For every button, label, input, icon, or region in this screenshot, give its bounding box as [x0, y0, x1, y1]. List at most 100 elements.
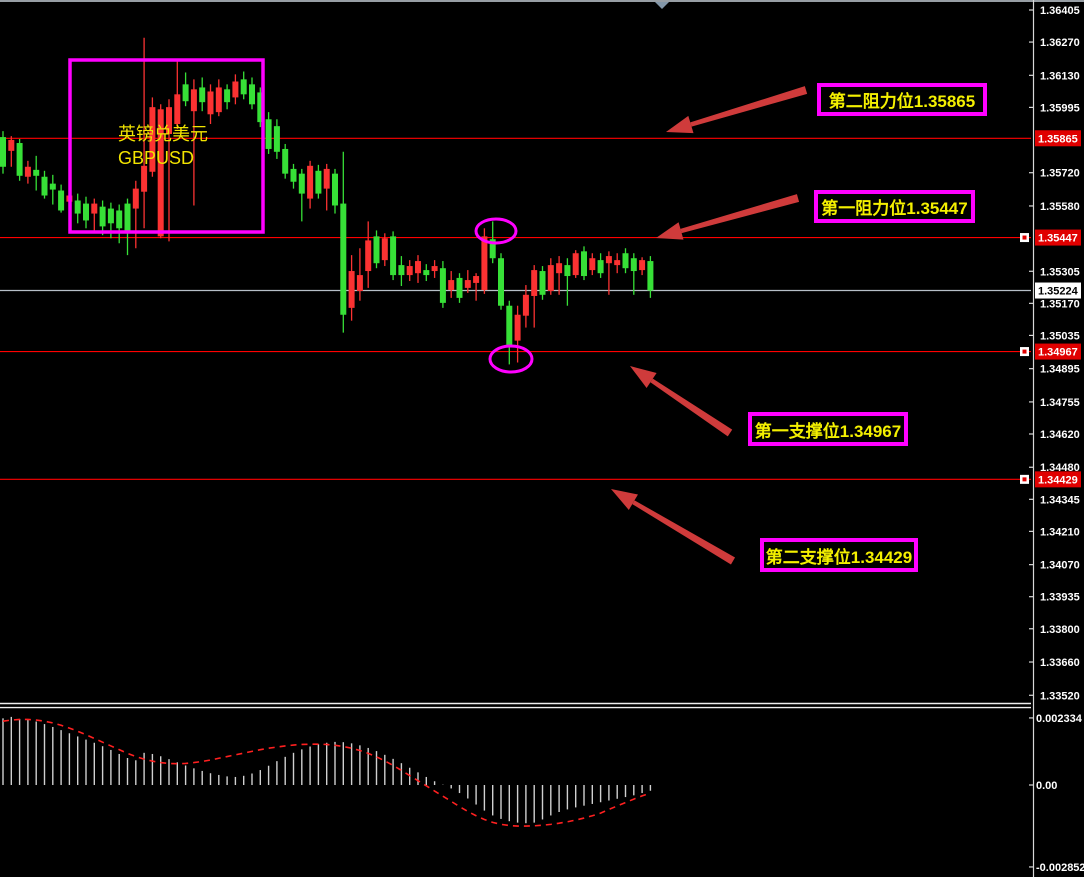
candle-body — [647, 261, 654, 291]
candle-body — [340, 203, 347, 315]
symbol-name-cn: 英镑兑美元 — [118, 124, 208, 144]
annotation-box-resistance2[interactable]: 第二阻力位1.35865 — [817, 83, 987, 116]
candle-body — [639, 260, 646, 271]
candle-body — [265, 119, 272, 149]
candle-body — [8, 139, 15, 151]
highlight-rectangle[interactable] — [68, 58, 265, 234]
axis-tick-label: 1.34620 — [1040, 429, 1080, 441]
arrow-shaft[interactable] — [690, 86, 808, 127]
candle-body — [406, 266, 413, 276]
scroll-to-end-marker[interactable] — [655, 2, 669, 9]
price-tag-label: 1.35224 — [1038, 286, 1079, 298]
candle-body — [522, 294, 529, 316]
indicator-tick-label: -0.002852 — [1036, 862, 1084, 874]
price-level-lines[interactable] — [0, 137, 1031, 480]
macd-histogram — [2, 716, 652, 827]
candle-body — [390, 236, 397, 276]
candle-body — [257, 92, 264, 123]
axis-tick-label: 1.36270 — [1040, 37, 1080, 49]
pane-separator[interactable] — [0, 702, 1031, 709]
candle-body — [473, 276, 480, 283]
axis-tick-label: 1.35995 — [1040, 102, 1080, 114]
price-tag-label: 1.35865 — [1038, 133, 1078, 145]
candle-body — [157, 109, 164, 237]
candle-body — [622, 253, 629, 269]
price-tag-label: 1.34967 — [1038, 347, 1078, 359]
arrow-head[interactable] — [611, 489, 638, 510]
candle-body — [498, 258, 504, 306]
axis-tick-label: 1.33520 — [1040, 690, 1080, 702]
candle-body — [531, 270, 538, 296]
highlight-ellipse-1[interactable] — [474, 217, 518, 245]
arrow-shaft[interactable] — [650, 378, 733, 437]
candle-body — [141, 165, 148, 192]
candle-body — [589, 258, 596, 271]
candle-body — [99, 206, 106, 227]
line-anchor-marker-dot — [1022, 477, 1027, 482]
annotation-box-support2[interactable]: 第二支撑位1.34429 — [760, 538, 918, 572]
price-tag-1.34429 — [1035, 471, 1081, 488]
annotation-box-resistance1[interactable]: 第一阻力位1.35447 — [814, 190, 975, 223]
indicator-tick-label: 0.002334 — [1036, 713, 1083, 725]
candle-body — [315, 170, 322, 194]
candle-body — [581, 251, 587, 277]
indicator-tick-label: 0.00 — [1036, 780, 1057, 792]
arrow-head[interactable] — [656, 222, 684, 240]
candle-body — [33, 169, 40, 176]
axis-tick-label: 1.35170 — [1040, 298, 1080, 310]
candle-body — [572, 253, 579, 276]
axis-tick-label: 1.35305 — [1040, 266, 1080, 278]
arrow-shaft[interactable] — [680, 194, 800, 234]
axis-tick-label: 1.34070 — [1040, 560, 1080, 572]
candle-body — [415, 261, 421, 274]
axis-tick-label: 1.34480 — [1040, 462, 1080, 474]
annotation-box-support1[interactable]: 第一支撑位1.34967 — [748, 412, 908, 446]
price-tag-1.35447 — [1035, 229, 1081, 246]
axis-tick-label: 1.35720 — [1040, 168, 1080, 180]
candle-body — [456, 277, 463, 298]
axis-tick-label: 1.34210 — [1040, 526, 1080, 538]
candle-body — [24, 166, 31, 177]
candle-body — [597, 260, 604, 274]
candle-body — [49, 183, 56, 190]
candle-body — [83, 203, 89, 221]
candle-body — [166, 107, 172, 134]
highlight-ellipse-2[interactable] — [488, 344, 534, 374]
candle-body — [207, 91, 214, 115]
candle-body — [348, 271, 355, 308]
candle-body — [630, 258, 637, 272]
symbol-name-code: GBPUSD — [118, 148, 195, 168]
candle-body — [514, 314, 521, 341]
candle-body — [16, 143, 23, 176]
candle-body — [556, 263, 563, 274]
candle-body — [132, 188, 139, 209]
candle-body — [539, 271, 546, 295]
candle-body — [564, 265, 571, 277]
arrow-shaft[interactable] — [632, 500, 736, 565]
candle-body — [249, 84, 255, 105]
candle-body — [506, 305, 513, 348]
candle-body — [365, 240, 372, 272]
candle-body — [439, 268, 446, 303]
arrow-head[interactable] — [630, 366, 657, 388]
axis-tick-label: 1.33660 — [1040, 657, 1080, 669]
price-axis[interactable]: 1.36405 1.36270 1.36130 1.35995 1.35720 1.355… — [1020, 0, 1084, 877]
candle-body — [116, 210, 123, 229]
candle-body — [91, 203, 98, 214]
candle-body — [605, 256, 612, 264]
candle-body — [423, 270, 430, 276]
drawing-objects[interactable] — [68, 58, 808, 565]
price-tag-1.35224 — [1035, 282, 1081, 299]
price-tag-1.34967 — [1035, 343, 1081, 360]
candle-body — [464, 280, 471, 288]
macd-signal-line — [2, 718, 651, 827]
candle-body — [373, 236, 380, 264]
arrow-head[interactable] — [666, 115, 694, 134]
candle-body — [273, 126, 280, 152]
candle-body — [356, 275, 363, 291]
candle-body — [282, 148, 289, 174]
candle-body — [199, 87, 206, 103]
candle-body — [332, 173, 338, 206]
candle-body — [0, 137, 6, 167]
